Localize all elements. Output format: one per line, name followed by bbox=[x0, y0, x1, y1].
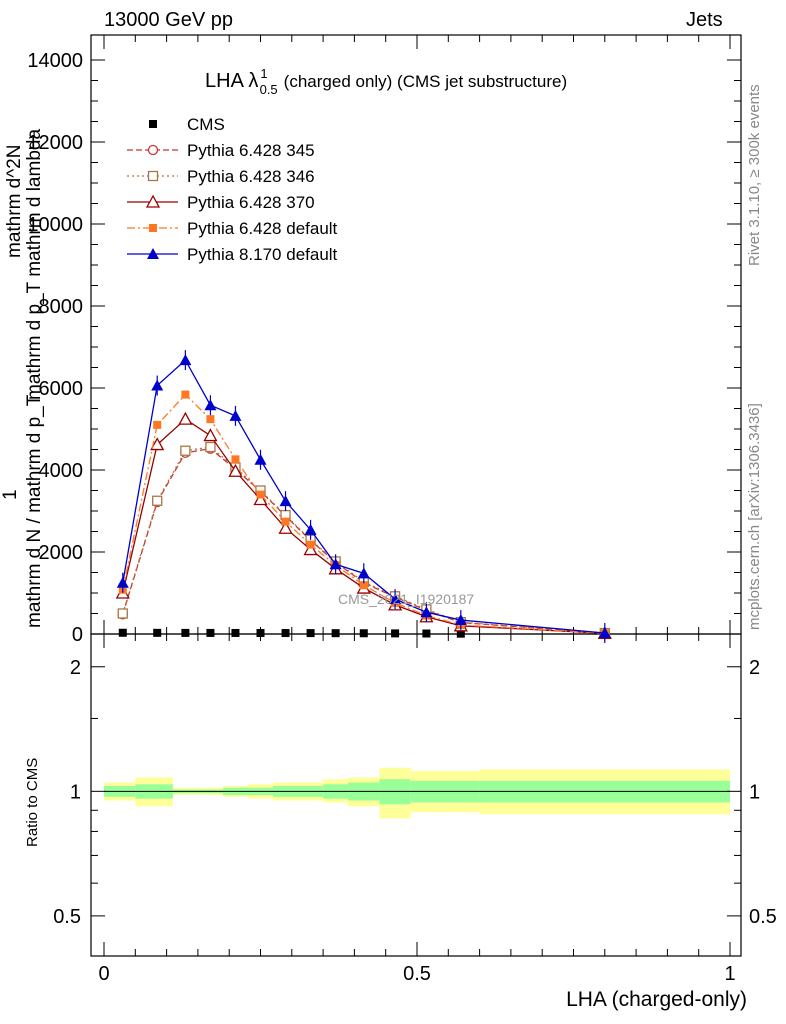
legend-marker bbox=[149, 224, 157, 232]
data-point bbox=[281, 629, 290, 638]
legend-marker bbox=[145, 194, 161, 208]
data-point bbox=[206, 628, 215, 637]
data-point bbox=[598, 626, 611, 638]
main-axes: 0 2000 4000 6000 8000 10000 12000 14000 bbox=[27, 34, 742, 646]
data-point bbox=[254, 453, 267, 465]
data-point bbox=[422, 629, 431, 638]
plot-title-sub: 0.5 bbox=[260, 82, 278, 97]
legend: CMS Pythia 6.428 345 Pythia 6.428 346 Pythi… bbox=[127, 115, 338, 264]
main-ytick-label: 2000 bbox=[39, 542, 84, 564]
data-point bbox=[359, 629, 368, 638]
data-point bbox=[306, 629, 315, 638]
series-pythia-6-428-346 bbox=[117, 441, 610, 639]
data-point bbox=[253, 492, 268, 506]
plot-title-rest: (charged only) (CMS jet substructure) bbox=[284, 72, 567, 91]
header-right: Jets bbox=[686, 9, 723, 31]
legend-marker bbox=[149, 120, 157, 128]
data-point bbox=[205, 441, 216, 453]
series-pythia-6-428-345 bbox=[117, 443, 610, 639]
data-point bbox=[231, 628, 240, 637]
legend-marker bbox=[147, 144, 159, 156]
data-point bbox=[279, 495, 292, 507]
series-layer bbox=[115, 350, 612, 643]
data-point bbox=[391, 629, 400, 638]
ratio-xtick-label: 0.5 bbox=[403, 963, 431, 985]
data-point bbox=[152, 495, 163, 506]
data-point bbox=[151, 379, 164, 391]
data-point bbox=[329, 558, 342, 570]
legend-label: Pythia 6.428 370 bbox=[187, 193, 315, 212]
ratio-ytick-label-left: 0.5 bbox=[53, 906, 81, 928]
data-point bbox=[153, 628, 162, 637]
data-point bbox=[304, 523, 317, 535]
legend-label: Pythia 6.428 345 bbox=[187, 141, 315, 160]
data-point bbox=[153, 420, 162, 429]
series-line bbox=[122, 393, 605, 634]
data-point bbox=[389, 593, 402, 605]
main-ytick-label: 14000 bbox=[27, 50, 83, 72]
data-point bbox=[281, 517, 290, 526]
main-ytick-label: 8000 bbox=[39, 296, 84, 318]
data-point bbox=[357, 567, 370, 579]
series-line bbox=[122, 359, 605, 634]
watermark: CMS_2021_I1920187 bbox=[338, 591, 474, 607]
data-point bbox=[204, 399, 217, 411]
data-point bbox=[331, 629, 340, 638]
header-left: 13000 GeV pp bbox=[104, 9, 233, 31]
ratio-xtick-label: 0 bbox=[98, 963, 109, 985]
data-point bbox=[456, 629, 465, 638]
plot-title-main: LHA λ bbox=[205, 70, 258, 92]
legend-label: Pythia 6.428 default bbox=[187, 219, 338, 238]
ratio-xtick-label: 1 bbox=[724, 963, 735, 985]
ratio-ytick-label-right: 2 bbox=[749, 657, 760, 679]
data-point bbox=[256, 629, 265, 638]
main-ytick-label: 10000 bbox=[27, 214, 83, 236]
data-point bbox=[118, 628, 127, 637]
ratio-xlabel: LHA (charged-only) bbox=[566, 988, 747, 1011]
data-point bbox=[178, 411, 193, 425]
data-point bbox=[229, 409, 242, 421]
ratio-bands bbox=[104, 767, 730, 819]
data-point bbox=[181, 628, 190, 637]
data-point bbox=[359, 581, 368, 590]
data-point bbox=[256, 490, 265, 499]
data-point bbox=[117, 608, 128, 619]
ratio-ylabel: Ratio to CMS bbox=[24, 758, 41, 847]
legend-label: Pythia 6.428 346 bbox=[187, 167, 315, 186]
data-point bbox=[454, 614, 467, 626]
data-point bbox=[203, 428, 218, 442]
data-point bbox=[180, 445, 191, 456]
data-point bbox=[306, 540, 315, 549]
ratio-axes: 0.5 0.5 1 1 2 2 0 0.5 1 bbox=[53, 633, 777, 985]
main-ytick-label: 0 bbox=[72, 624, 83, 646]
legend-marker bbox=[147, 170, 159, 182]
data-point bbox=[231, 455, 240, 464]
ratio-ytick-label-left: 2 bbox=[70, 657, 81, 679]
ratio-ytick-label-left: 1 bbox=[70, 781, 81, 803]
legend-marker bbox=[147, 248, 159, 259]
data-point bbox=[181, 390, 190, 399]
data-point bbox=[228, 463, 243, 477]
legend-label: CMS bbox=[187, 115, 225, 134]
data-point bbox=[150, 437, 165, 451]
main-ytick-label: 6000 bbox=[39, 378, 84, 400]
plot-title: LHA λ 1 0.5 (charged only) (CMS jet substru… bbox=[205, 66, 567, 97]
legend-label: Pythia 8.170 default bbox=[187, 245, 338, 264]
ratio-ytick-label-right: 1 bbox=[749, 781, 760, 803]
series-pythia-8-170-default bbox=[116, 350, 611, 643]
data-point bbox=[420, 606, 433, 618]
data-point bbox=[278, 520, 293, 534]
main-ytick-label: 12000 bbox=[27, 132, 83, 154]
main-ytick-label: 4000 bbox=[39, 460, 84, 482]
ratio-frame bbox=[90, 633, 742, 957]
data-point bbox=[303, 542, 318, 556]
data-point bbox=[179, 354, 192, 366]
data-point bbox=[116, 576, 129, 588]
data-point bbox=[206, 415, 215, 424]
ratio-ytick-label-right: 0.5 bbox=[749, 906, 777, 928]
plot-title-sup: 1 bbox=[260, 66, 267, 81]
